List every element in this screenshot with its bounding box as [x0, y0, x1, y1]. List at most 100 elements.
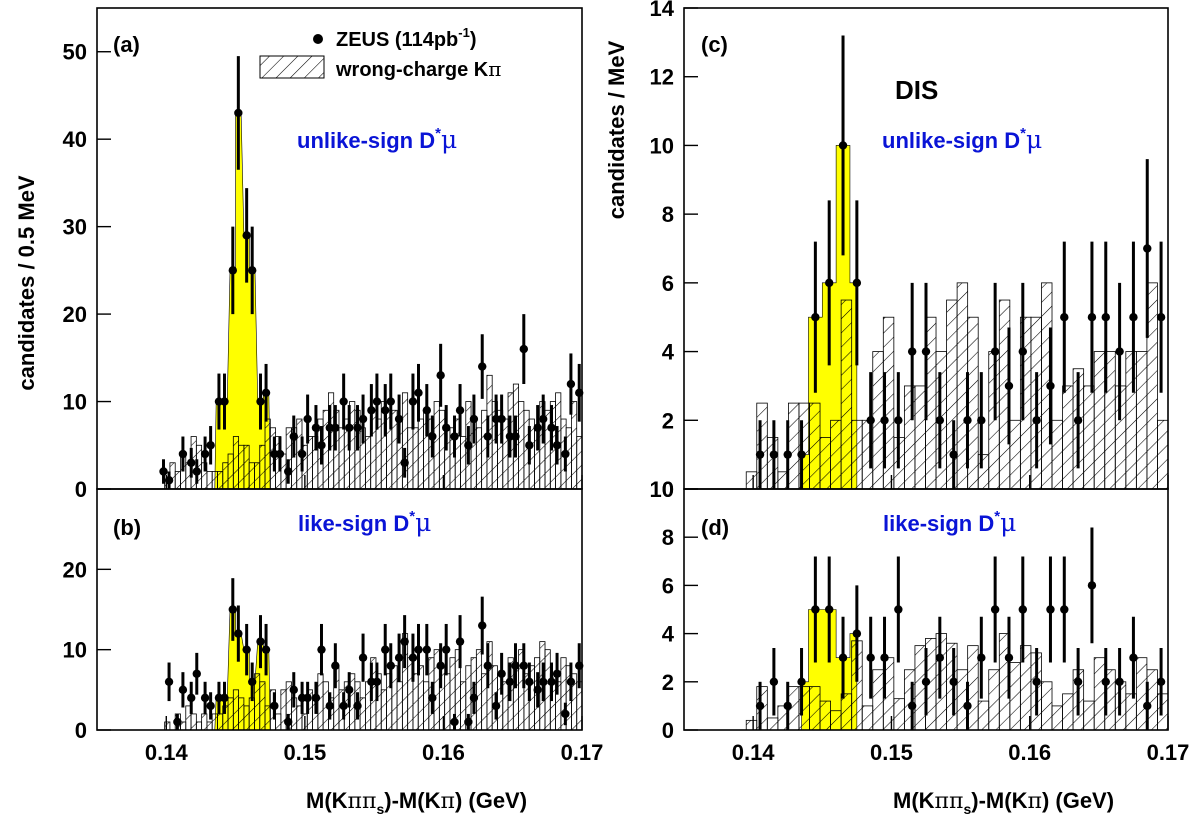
bkg-bin	[1009, 419, 1021, 490]
bkg-bin	[893, 698, 905, 731]
data-point	[303, 693, 312, 703]
data-point	[797, 450, 806, 459]
data-point	[935, 416, 945, 425]
ylabel-left: candidates / 0.5 MeV	[14, 175, 39, 391]
title-unlike-right: unlike-sign D*μ	[882, 125, 1042, 154]
bkg-bin	[1041, 681, 1053, 731]
data-point	[381, 406, 390, 415]
bkg-bin	[423, 681, 430, 731]
data-point	[990, 347, 1000, 356]
y-tick-label: 40	[63, 127, 87, 152]
data-point	[358, 653, 368, 662]
data-point	[394, 653, 404, 662]
title-unlike-left: unlike-sign D*μ	[297, 125, 457, 154]
data-point	[289, 685, 298, 695]
y-tick-label: 8	[662, 525, 674, 550]
data-point	[852, 278, 862, 288]
y-tick-label: 4	[662, 340, 675, 365]
bkg-bin	[243, 444, 250, 490]
data-point	[811, 313, 820, 322]
bkg-bin	[248, 697, 255, 731]
y-tick-label: 10	[650, 133, 674, 158]
data-point	[866, 653, 875, 662]
x-tick-label: 0.17	[561, 740, 604, 765]
data-point	[248, 677, 257, 686]
data-point	[894, 416, 903, 425]
data-point	[469, 414, 479, 424]
data-point	[921, 347, 931, 356]
data-point	[331, 423, 340, 432]
data-point	[408, 653, 418, 662]
data-point	[234, 108, 243, 118]
data-point	[400, 458, 409, 467]
data-point	[436, 371, 445, 380]
data-point	[880, 653, 889, 662]
data-point	[353, 701, 362, 711]
bkg-bin	[840, 299, 853, 490]
data-point	[907, 347, 917, 356]
data-point	[442, 645, 451, 654]
bkg-bin	[851, 419, 863, 490]
data-point	[838, 653, 848, 662]
data-point	[289, 432, 298, 441]
panel-b: 0 10 20 0.14 0.15 0.16 0.17	[63, 488, 604, 765]
y-tick-label: 4	[662, 622, 675, 647]
legend-data-marker	[313, 34, 323, 44]
bkg-bin	[243, 705, 250, 731]
data-point	[297, 449, 307, 459]
x-tick-label: 0.16	[422, 740, 465, 765]
bkg-bin	[217, 471, 224, 490]
bkg-bin	[1009, 662, 1021, 731]
bkg-bin	[745, 471, 758, 490]
bkg-bin	[1157, 419, 1169, 490]
data-point	[511, 432, 520, 441]
data-point	[1101, 313, 1110, 322]
data-point	[935, 653, 945, 662]
y-tick-label: 6	[662, 271, 674, 296]
bkg-bin	[1062, 693, 1074, 731]
data-point	[783, 701, 792, 711]
bkg-bin	[502, 681, 509, 731]
bkg-bin	[1135, 351, 1148, 490]
data-point	[339, 397, 348, 406]
data-point	[949, 450, 958, 459]
y-tick-label: 10	[650, 477, 674, 502]
bkg-bin	[481, 409, 488, 490]
bkg-bin	[338, 427, 345, 490]
bkg-bin	[444, 673, 451, 731]
data-point	[367, 406, 376, 415]
data-point	[372, 677, 382, 686]
data-point	[525, 677, 534, 686]
data-point	[1032, 416, 1041, 425]
bkg-bin	[433, 649, 440, 731]
bkg-bin	[830, 710, 842, 731]
data-point	[769, 450, 779, 459]
bkg-bin	[254, 462, 261, 490]
bkg-bin	[1051, 419, 1063, 490]
data-point	[990, 605, 1000, 614]
data-point	[921, 677, 931, 686]
data-point	[811, 605, 820, 614]
data-point	[1143, 244, 1152, 253]
bkg-bin	[206, 471, 213, 490]
panel-label-d: (d)	[701, 515, 729, 540]
bkg-bin	[227, 697, 234, 731]
x-tick-label: 0.15	[283, 740, 326, 765]
bkg-bin	[518, 401, 525, 490]
bkg-bin	[1051, 705, 1063, 731]
data-point	[428, 432, 437, 441]
data-point	[358, 414, 368, 424]
data-point	[187, 693, 196, 703]
data-point	[455, 637, 465, 646]
bkg-bin	[946, 299, 958, 490]
data-point	[345, 423, 354, 432]
data-point	[505, 677, 515, 686]
data-point	[331, 661, 340, 670]
bkg-bin	[359, 697, 366, 731]
data-point	[414, 645, 423, 654]
bkg-bin	[238, 444, 245, 490]
data-point	[270, 701, 279, 711]
data-point	[187, 458, 196, 467]
data-point	[1156, 677, 1166, 686]
legend-bkg-label: wrong-charge Kπ	[335, 57, 501, 81]
